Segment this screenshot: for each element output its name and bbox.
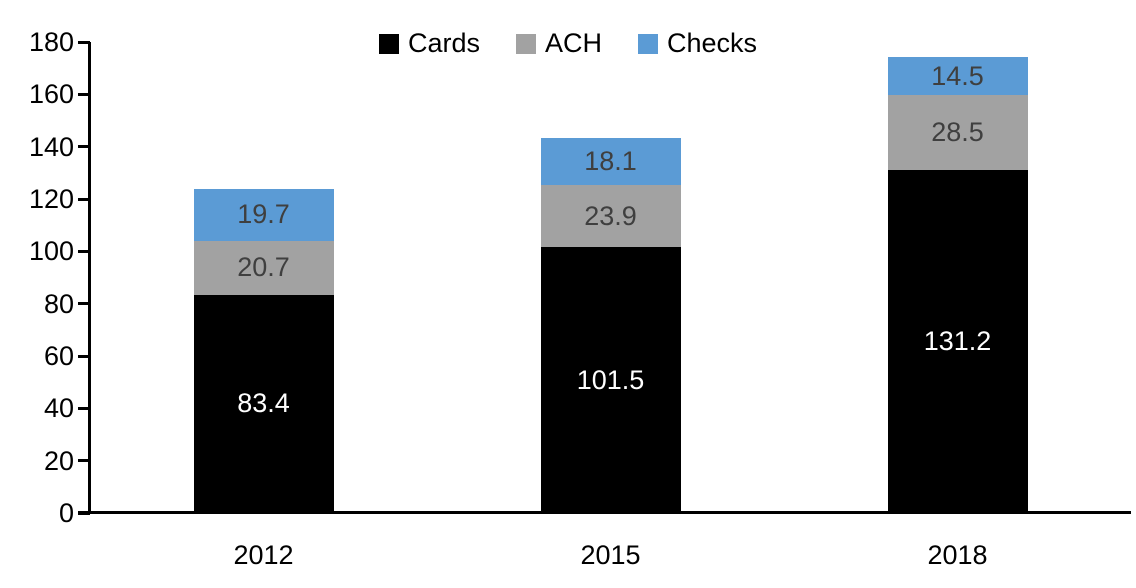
y-axis-tick-label: 180 — [28, 27, 74, 57]
legend-item-cards: Cards — [378, 28, 480, 58]
legend-label: Cards — [407, 28, 480, 58]
legend-swatch-cards — [378, 33, 399, 54]
bar-stack-2012[interactable]: 83.4 20.7 19.7 — [193, 189, 334, 513]
bar-segment-ach-2012[interactable]: 20.7 — [193, 240, 334, 295]
chart-legend: Cards ACH Checks — [0, 30, 1136, 57]
bar-segment-cards-2015[interactable]: 101.5 — [540, 247, 681, 513]
y-axis-tick — [78, 92, 90, 96]
bar-value-label: 131.2 — [923, 325, 992, 356]
y-axis-tick — [78, 459, 90, 463]
legend-item-checks: Checks — [638, 30, 757, 57]
bar-value-label: 14.5 — [931, 60, 984, 91]
legend-item-ach: ACH — [515, 28, 602, 58]
bar-value-label: 18.1 — [584, 145, 637, 176]
x-axis-label-2015: 2015 — [580, 540, 641, 570]
y-axis-tick-label: 0 — [58, 498, 74, 528]
legend-swatch-checks — [638, 33, 658, 54]
bar-segment-checks-2012[interactable]: 19.7 — [193, 189, 334, 241]
y-axis-tick — [78, 197, 90, 201]
y-axis-tick — [78, 406, 90, 410]
x-axis-label-2018: 2018 — [927, 540, 988, 570]
y-axis-tick-label: 100 — [28, 236, 74, 267]
bar-segment-ach-2015[interactable]: 23.9 — [540, 184, 681, 248]
legend-label: ACH — [544, 28, 602, 58]
bar-segment-checks-2018[interactable]: 14.5 — [887, 57, 1028, 96]
y-axis-tick-label: 140 — [28, 131, 74, 162]
legend-swatch-ach — [515, 33, 536, 54]
y-axis-tick — [78, 302, 90, 306]
bar-segment-cards-2018[interactable]: 131.2 — [887, 169, 1028, 513]
bar-segment-ach-2018[interactable]: 28.5 — [887, 95, 1028, 170]
y-axis-tick-label: 60 — [43, 341, 74, 371]
y-axis-tick-label: 20 — [43, 445, 74, 476]
bar-value-label: 28.5 — [931, 116, 984, 147]
bar-value-label: 23.9 — [584, 200, 637, 231]
y-axis-tick — [78, 354, 90, 358]
y-axis-tick — [78, 145, 90, 149]
y-axis-line — [88, 42, 91, 514]
bar-value-label: 83.4 — [237, 388, 290, 419]
x-axis-label-2012: 2012 — [233, 540, 294, 570]
legend-label: Checks — [667, 28, 758, 58]
y-axis-tick — [78, 249, 90, 253]
bar-value-label: 101.5 — [576, 364, 645, 395]
y-axis-tick-label: 160 — [28, 79, 74, 110]
bar-segment-cards-2012[interactable]: 83.4 — [193, 294, 334, 513]
y-axis-tick-label: 120 — [28, 184, 74, 214]
y-axis-tick — [78, 511, 90, 515]
bar-segment-checks-2015[interactable]: 18.1 — [540, 137, 681, 185]
bar-value-label: 19.7 — [237, 199, 290, 230]
y-axis-tick — [78, 40, 90, 44]
bar-stack-2015[interactable]: 101.5 23.9 18.1 — [540, 137, 681, 513]
y-axis-tick-label: 40 — [43, 393, 74, 424]
plot-area: 83.4 20.7 19.7 101.5 23.9 18.1 131.2 28.5 14.5 — [90, 42, 1131, 513]
y-axis-tick-label: 80 — [43, 288, 74, 319]
bar-stack-2018[interactable]: 131.2 28.5 14.5 — [887, 57, 1028, 513]
bar-value-label: 20.7 — [237, 252, 290, 283]
